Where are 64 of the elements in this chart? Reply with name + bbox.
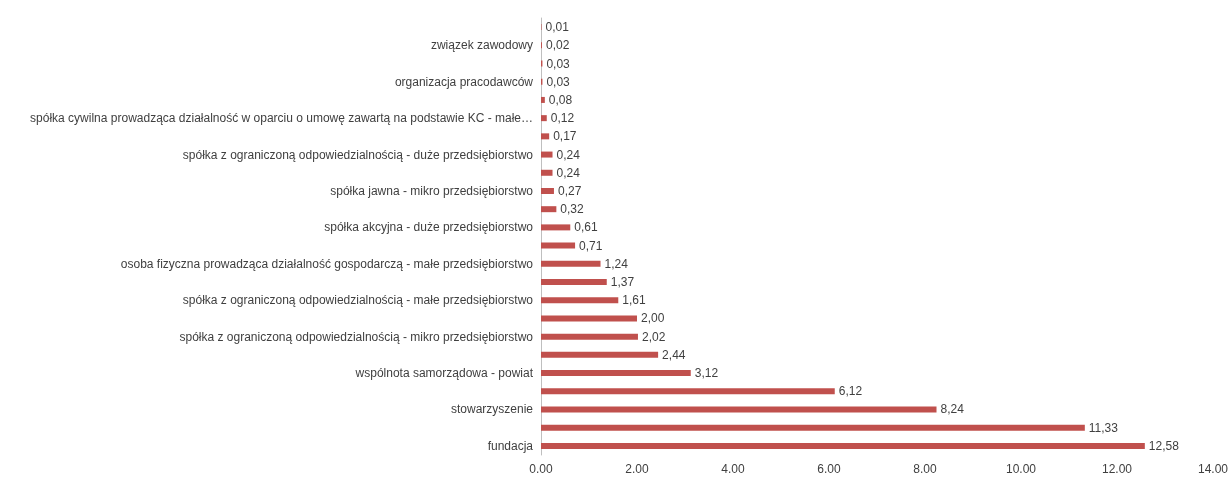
- data-label: 2,44: [662, 347, 686, 362]
- y-tick-label: spółka z ograniczoną odpowiedzialnością - małe przedsiębiorstwo: [182, 293, 534, 308]
- data-label: 0,24: [556, 165, 581, 180]
- data-label: 8,24: [940, 402, 965, 417]
- data-label: 1,61: [622, 293, 646, 308]
- y-tick-label: związek zawodowy: [430, 38, 533, 53]
- y-tick-label: wspólnota samorządowa - powiat: [354, 366, 534, 381]
- bar: [541, 442, 1145, 449]
- bar: [541, 388, 835, 395]
- data-label: 0,71: [579, 238, 603, 253]
- bar: [541, 187, 554, 194]
- data-label: 3,12: [694, 366, 719, 381]
- y-tick-label: spółka jawna - mikro przedsiębiorstwo: [330, 183, 534, 198]
- y-tick-label: organizacja pracodawców: [394, 74, 534, 89]
- bar: [541, 151, 553, 158]
- y-tick-label: fundacja: [487, 438, 534, 453]
- data-label: 0,08: [548, 92, 573, 107]
- bar: [541, 169, 553, 176]
- bar: [541, 351, 659, 358]
- bar: [541, 206, 557, 213]
- data-label: 0,03: [546, 74, 571, 89]
- y-tick-label: stowarzyszenie: [450, 402, 534, 417]
- data-label: 0,03: [546, 56, 571, 71]
- y-tick-label: spółka akcyjna - duże przedsiębiorstwo: [324, 220, 534, 235]
- x-tick-label: 8.00: [913, 462, 937, 476]
- data-label: 0,27: [557, 183, 582, 198]
- x-tick-label: 4.00: [721, 462, 745, 476]
- y-tick-label: spółka cywilna prowadząca działalność w oparciu o umowę zawartą na podstawie KC - małe…: [30, 111, 533, 126]
- y-tick-label: osoba fizyczna prowadząca działalność gospodarczą - małe przedsiębiorstwo: [120, 256, 534, 271]
- x-tick-label: 6.00: [817, 462, 841, 476]
- data-label: 0,01: [545, 20, 570, 35]
- x-tick-label: 10.00: [1005, 462, 1037, 476]
- data-label: 1,37: [610, 275, 635, 290]
- bar: [541, 333, 638, 340]
- data-label: 12,58: [1148, 438, 1180, 453]
- bar: [541, 133, 550, 140]
- y-tick-label: spółka z ograniczoną odpowiedzialnością - mikro przedsiębiorstwo: [179, 329, 534, 344]
- data-label: 0,32: [560, 202, 585, 217]
- bar: [541, 315, 637, 322]
- x-tick-label: 0.00: [529, 462, 553, 476]
- data-label: 2,00: [641, 311, 665, 326]
- bar: [541, 297, 619, 304]
- bar: [541, 96, 545, 103]
- data-label: 0,61: [574, 220, 598, 235]
- bar: [541, 242, 576, 249]
- x-tick-label: 12.00: [1101, 462, 1133, 476]
- bar: [541, 406, 937, 413]
- data-label: 0,17: [553, 129, 577, 144]
- bar: [541, 115, 547, 122]
- data-label: 0,02: [545, 38, 570, 53]
- data-label: 6,12: [838, 384, 863, 399]
- y-tick-label: spółka z ograniczoną odpowiedzialnością - duże przedsiębiorstwo: [182, 147, 534, 162]
- bar: [541, 424, 1085, 431]
- x-tick-label: 2.00: [625, 462, 649, 476]
- data-label: 2,02: [641, 329, 666, 344]
- bar: [541, 279, 607, 286]
- data-label: 11,33: [1088, 420, 1119, 435]
- bar: [541, 224, 571, 231]
- bar: [541, 260, 601, 267]
- data-label: 1,24: [604, 256, 629, 271]
- data-label: 0,24: [556, 147, 581, 162]
- bar: [541, 370, 691, 377]
- x-tick-label: 14.00: [1197, 462, 1229, 476]
- data-label: 0,12: [550, 111, 575, 126]
